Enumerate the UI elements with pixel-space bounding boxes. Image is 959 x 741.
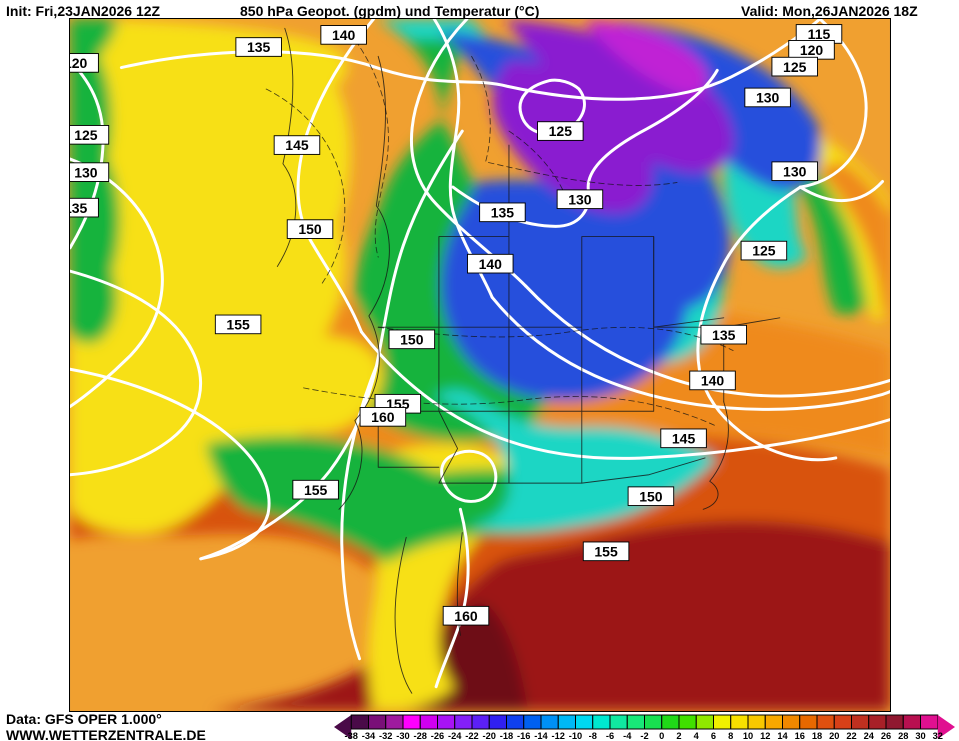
svg-text:-2: -2 bbox=[640, 731, 648, 741]
svg-text:32: 32 bbox=[933, 731, 943, 741]
svg-text:28: 28 bbox=[898, 731, 908, 741]
svg-text:155: 155 bbox=[226, 317, 250, 333]
svg-text:-14: -14 bbox=[534, 731, 548, 741]
svg-text:-10: -10 bbox=[569, 731, 582, 741]
svg-text:125: 125 bbox=[752, 243, 776, 259]
svg-text:120: 120 bbox=[70, 55, 88, 71]
svg-text:0: 0 bbox=[659, 731, 664, 741]
svg-text:22: 22 bbox=[846, 731, 856, 741]
svg-text:130: 130 bbox=[756, 90, 780, 106]
svg-text:150: 150 bbox=[639, 488, 663, 504]
svg-text:16: 16 bbox=[795, 731, 805, 741]
svg-text:-28: -28 bbox=[414, 731, 427, 741]
svg-text:12: 12 bbox=[760, 731, 770, 741]
svg-text:160: 160 bbox=[371, 409, 395, 425]
svg-text:-32: -32 bbox=[379, 731, 392, 741]
svg-text:130: 130 bbox=[783, 163, 807, 179]
svg-text:125: 125 bbox=[549, 123, 573, 139]
svg-text:-20: -20 bbox=[483, 731, 496, 741]
svg-text:150: 150 bbox=[298, 221, 322, 237]
svg-text:-6: -6 bbox=[606, 731, 614, 741]
svg-text:140: 140 bbox=[332, 27, 356, 43]
svg-text:-18: -18 bbox=[500, 731, 513, 741]
svg-text:10: 10 bbox=[743, 731, 753, 741]
svg-text:140: 140 bbox=[479, 256, 503, 272]
svg-text:24: 24 bbox=[864, 731, 875, 741]
svg-text:125: 125 bbox=[74, 127, 98, 143]
svg-text:135: 135 bbox=[712, 327, 736, 343]
svg-text:140: 140 bbox=[701, 373, 725, 389]
svg-text:-38: -38 bbox=[345, 731, 358, 741]
svg-text:-24: -24 bbox=[448, 731, 462, 741]
svg-text:14: 14 bbox=[777, 731, 788, 741]
svg-text:-30: -30 bbox=[396, 731, 409, 741]
svg-text:130: 130 bbox=[568, 191, 592, 207]
svg-text:135: 135 bbox=[491, 204, 515, 220]
svg-text:145: 145 bbox=[672, 430, 696, 446]
svg-text:20: 20 bbox=[829, 731, 839, 741]
svg-text:115: 115 bbox=[808, 26, 831, 42]
svg-text:150: 150 bbox=[400, 331, 424, 347]
svg-text:155: 155 bbox=[594, 543, 618, 559]
svg-text:-26: -26 bbox=[431, 731, 444, 741]
svg-text:30: 30 bbox=[915, 731, 925, 741]
svg-text:4: 4 bbox=[694, 731, 700, 741]
svg-text:6: 6 bbox=[711, 731, 716, 741]
svg-text:135: 135 bbox=[70, 200, 88, 216]
svg-text:145: 145 bbox=[285, 137, 309, 153]
svg-text:18: 18 bbox=[812, 731, 822, 741]
svg-text:26: 26 bbox=[881, 731, 891, 741]
svg-text:-22: -22 bbox=[465, 731, 478, 741]
svg-text:-4: -4 bbox=[623, 731, 632, 741]
svg-text:130: 130 bbox=[74, 164, 98, 180]
svg-text:-34: -34 bbox=[362, 731, 376, 741]
svg-text:135: 135 bbox=[247, 39, 271, 55]
svg-text:155: 155 bbox=[304, 482, 328, 498]
svg-text:2: 2 bbox=[676, 731, 681, 741]
svg-text:-8: -8 bbox=[589, 731, 597, 741]
svg-text:-12: -12 bbox=[552, 731, 565, 741]
svg-text:-16: -16 bbox=[517, 731, 530, 741]
svg-text:125: 125 bbox=[783, 59, 807, 75]
svg-text:120: 120 bbox=[800, 42, 824, 58]
svg-text:8: 8 bbox=[728, 731, 733, 741]
svg-text:160: 160 bbox=[454, 608, 478, 624]
